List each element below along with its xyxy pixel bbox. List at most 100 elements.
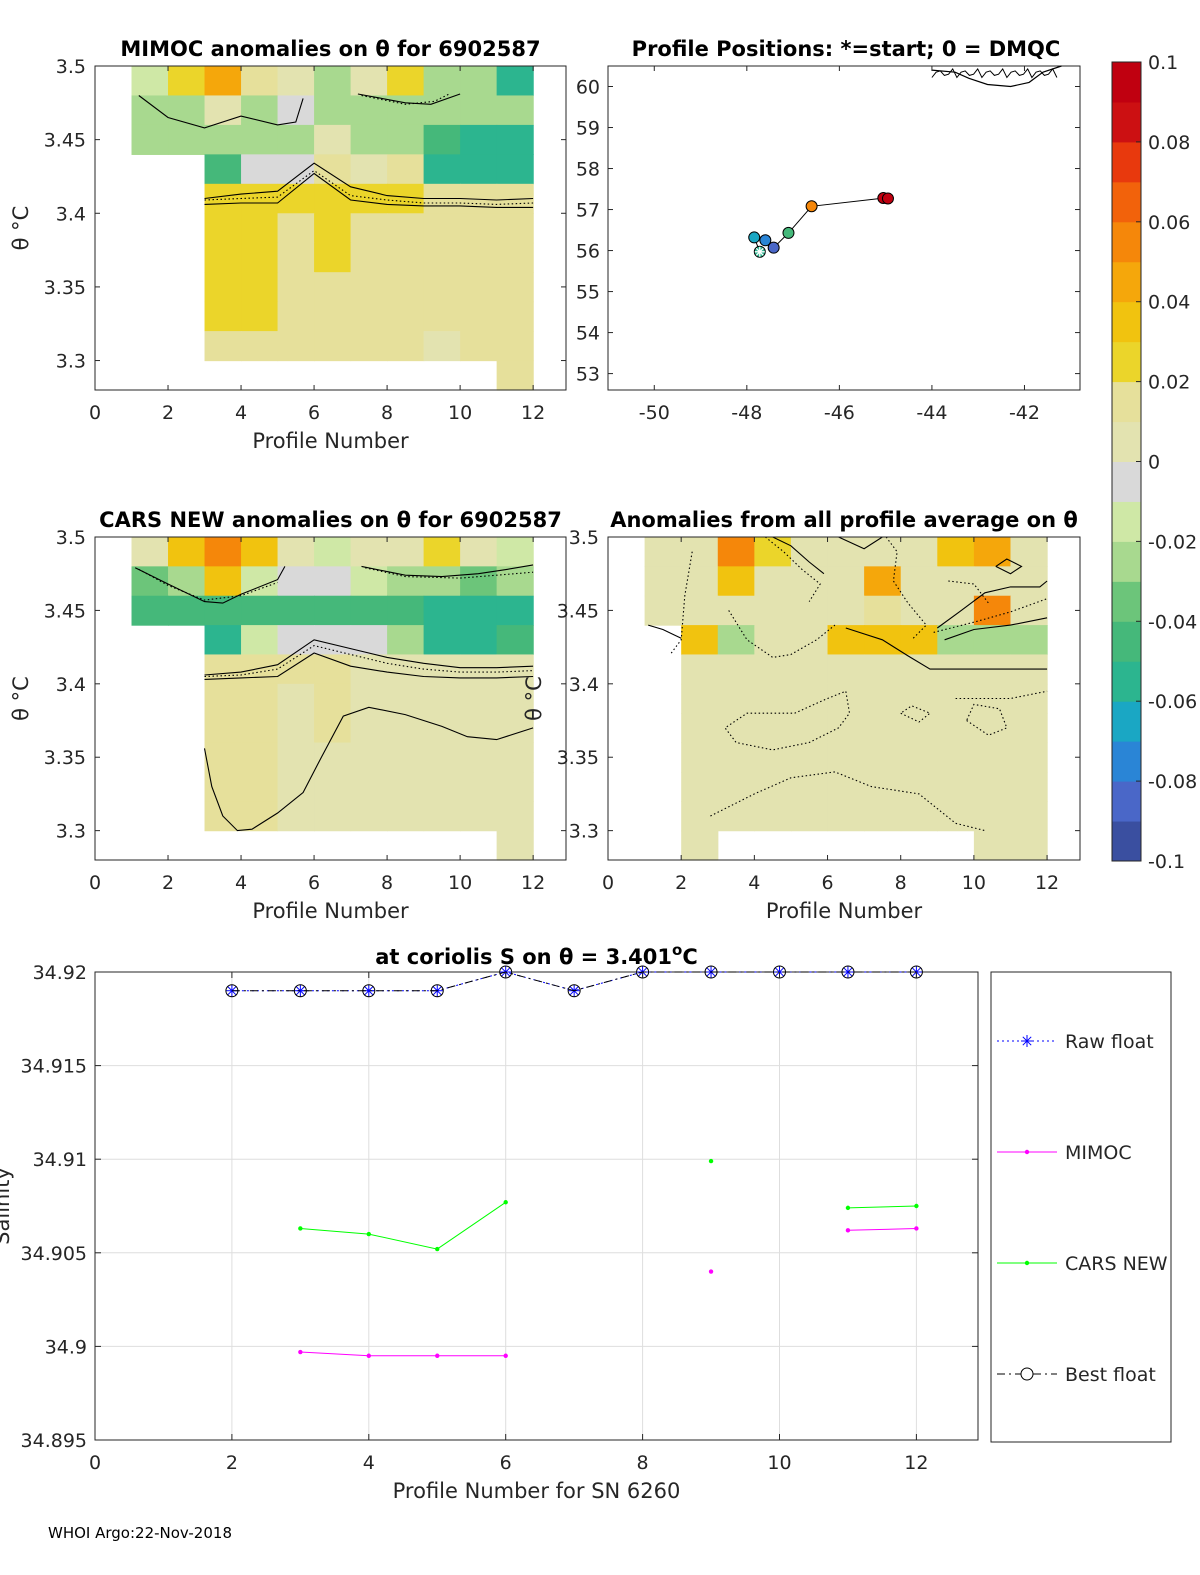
- heatmap-cell: [314, 537, 352, 567]
- data-point: [914, 1203, 919, 1209]
- legend-item: CARS NEW: [997, 1253, 1168, 1275]
- title-unit: C: [682, 945, 697, 969]
- legend-box: [990, 971, 1172, 1443]
- heatmap-cell: [277, 213, 315, 244]
- position-point: [759, 234, 772, 247]
- position-point: [881, 192, 894, 205]
- colorbar-tick-label: -0.06: [1148, 691, 1197, 713]
- axes-box: [607, 65, 1081, 391]
- x-tick-label: 10: [767, 1452, 791, 1474]
- y-tick-label: 57: [576, 200, 600, 222]
- y-tick-label: 60: [576, 77, 600, 99]
- data-point: [362, 984, 375, 997]
- heatmap-cell: [973, 771, 1012, 802]
- contour-line: [357, 93, 461, 105]
- series-line: [847, 1228, 917, 1231]
- heatmap-cell: [937, 801, 975, 832]
- heatmap-cell: [314, 301, 352, 332]
- legend-label: CARS NEW: [1065, 1253, 1168, 1275]
- position-point: [748, 231, 761, 244]
- heatmap-cell: [241, 713, 279, 744]
- contour-line: [134, 566, 286, 604]
- contour-line: [203, 706, 534, 832]
- heatmap-cell: [496, 242, 534, 273]
- data-point: [704, 965, 718, 979]
- heatmap-cell: [496, 566, 534, 597]
- heatmap-cell: [717, 801, 755, 832]
- colorbar-segment: [1112, 341, 1141, 383]
- heatmap-cell: [496, 537, 534, 567]
- contour-group: [648, 537, 1048, 832]
- contour-line: [944, 617, 1048, 641]
- contour-line: [710, 771, 986, 832]
- legend-label: Best float: [1065, 1364, 1156, 1386]
- heatmap-cell: [681, 625, 719, 656]
- heatmap-cell: [387, 66, 425, 97]
- series-line: [300, 1351, 506, 1357]
- heatmap-cell: [277, 683, 315, 714]
- heatmap-cell: [644, 595, 682, 626]
- heatmap-cell: [423, 595, 461, 626]
- heatmap-cell: [496, 331, 534, 362]
- asterisk-stroke: [295, 986, 305, 996]
- heatmap-cell: [496, 742, 534, 773]
- heatmap-cell: [387, 301, 425, 332]
- heatmap-cell: [790, 625, 829, 656]
- heatmap-cell: [460, 771, 498, 802]
- heatmap-cell: [350, 213, 388, 244]
- heatmap-cell: [460, 331, 498, 362]
- data-point: [503, 1353, 508, 1358]
- colorbar-segment: [1112, 461, 1141, 502]
- heatmap-cell: [460, 124, 498, 155]
- heatmap-cell: [314, 213, 352, 244]
- heatmap-cell: [717, 683, 755, 714]
- x-tick-label: 10: [448, 872, 472, 894]
- heatmap-cell: [496, 654, 534, 685]
- heatmap-cell: [460, 95, 498, 126]
- heatmap-cell: [1010, 830, 1048, 861]
- heatmap-cell: [314, 331, 352, 362]
- heatmap-cell: [496, 801, 534, 832]
- heatmap-cell: [790, 801, 829, 832]
- x-axis-label: Profile Number: [252, 899, 409, 923]
- heatmap-cell: [241, 66, 279, 97]
- heatmap-cell: [900, 566, 938, 597]
- heatmap-cell: [423, 566, 461, 597]
- data-point: [225, 984, 239, 998]
- x-tick-label: -42: [1009, 402, 1040, 424]
- heatmap-cell: [754, 801, 792, 832]
- heatmap-cell: [387, 242, 425, 273]
- heatmap-cell: [827, 801, 865, 832]
- data-point: [435, 1246, 440, 1252]
- heatmap-cell: [314, 683, 352, 714]
- data-point: [503, 1200, 508, 1205]
- heatmap-cell: [900, 801, 938, 832]
- colorbar-tick-label: -0.04: [1148, 611, 1197, 633]
- x-tick-label: 0: [89, 402, 101, 424]
- y-tick-label: 3.4: [56, 203, 86, 225]
- heatmap-cell: [204, 683, 242, 714]
- heatmap-cell: [241, 331, 279, 362]
- heatmap-cell: [864, 595, 902, 626]
- contour-line: [936, 580, 1048, 629]
- coastline-detail: [931, 67, 1058, 79]
- heatmap-cell: [973, 830, 1012, 861]
- colorbar-tick-label: 0: [1148, 452, 1160, 474]
- heatmap-cell: [387, 124, 425, 155]
- colorbar-segment: [1112, 781, 1141, 822]
- colorbar-segment: [1112, 62, 1141, 103]
- heatmap-cell: [423, 124, 461, 155]
- heatmap-cell: [168, 66, 206, 97]
- colorbar-segment: [1112, 541, 1141, 582]
- heatmap-cell: [204, 242, 242, 273]
- y-tick-label: 34.905: [21, 1243, 87, 1265]
- colorbar-tick-label: 0.06: [1148, 212, 1190, 234]
- heatmap-cell: [460, 801, 498, 832]
- heatmap-cell: [277, 566, 315, 597]
- heatmap-cell: [277, 124, 315, 155]
- heatmap-cell: [314, 713, 352, 744]
- heatmap-cell: [864, 801, 902, 832]
- position-point: [767, 241, 780, 254]
- heatmap-cell: [277, 537, 315, 567]
- heatmap-cell: [900, 683, 938, 714]
